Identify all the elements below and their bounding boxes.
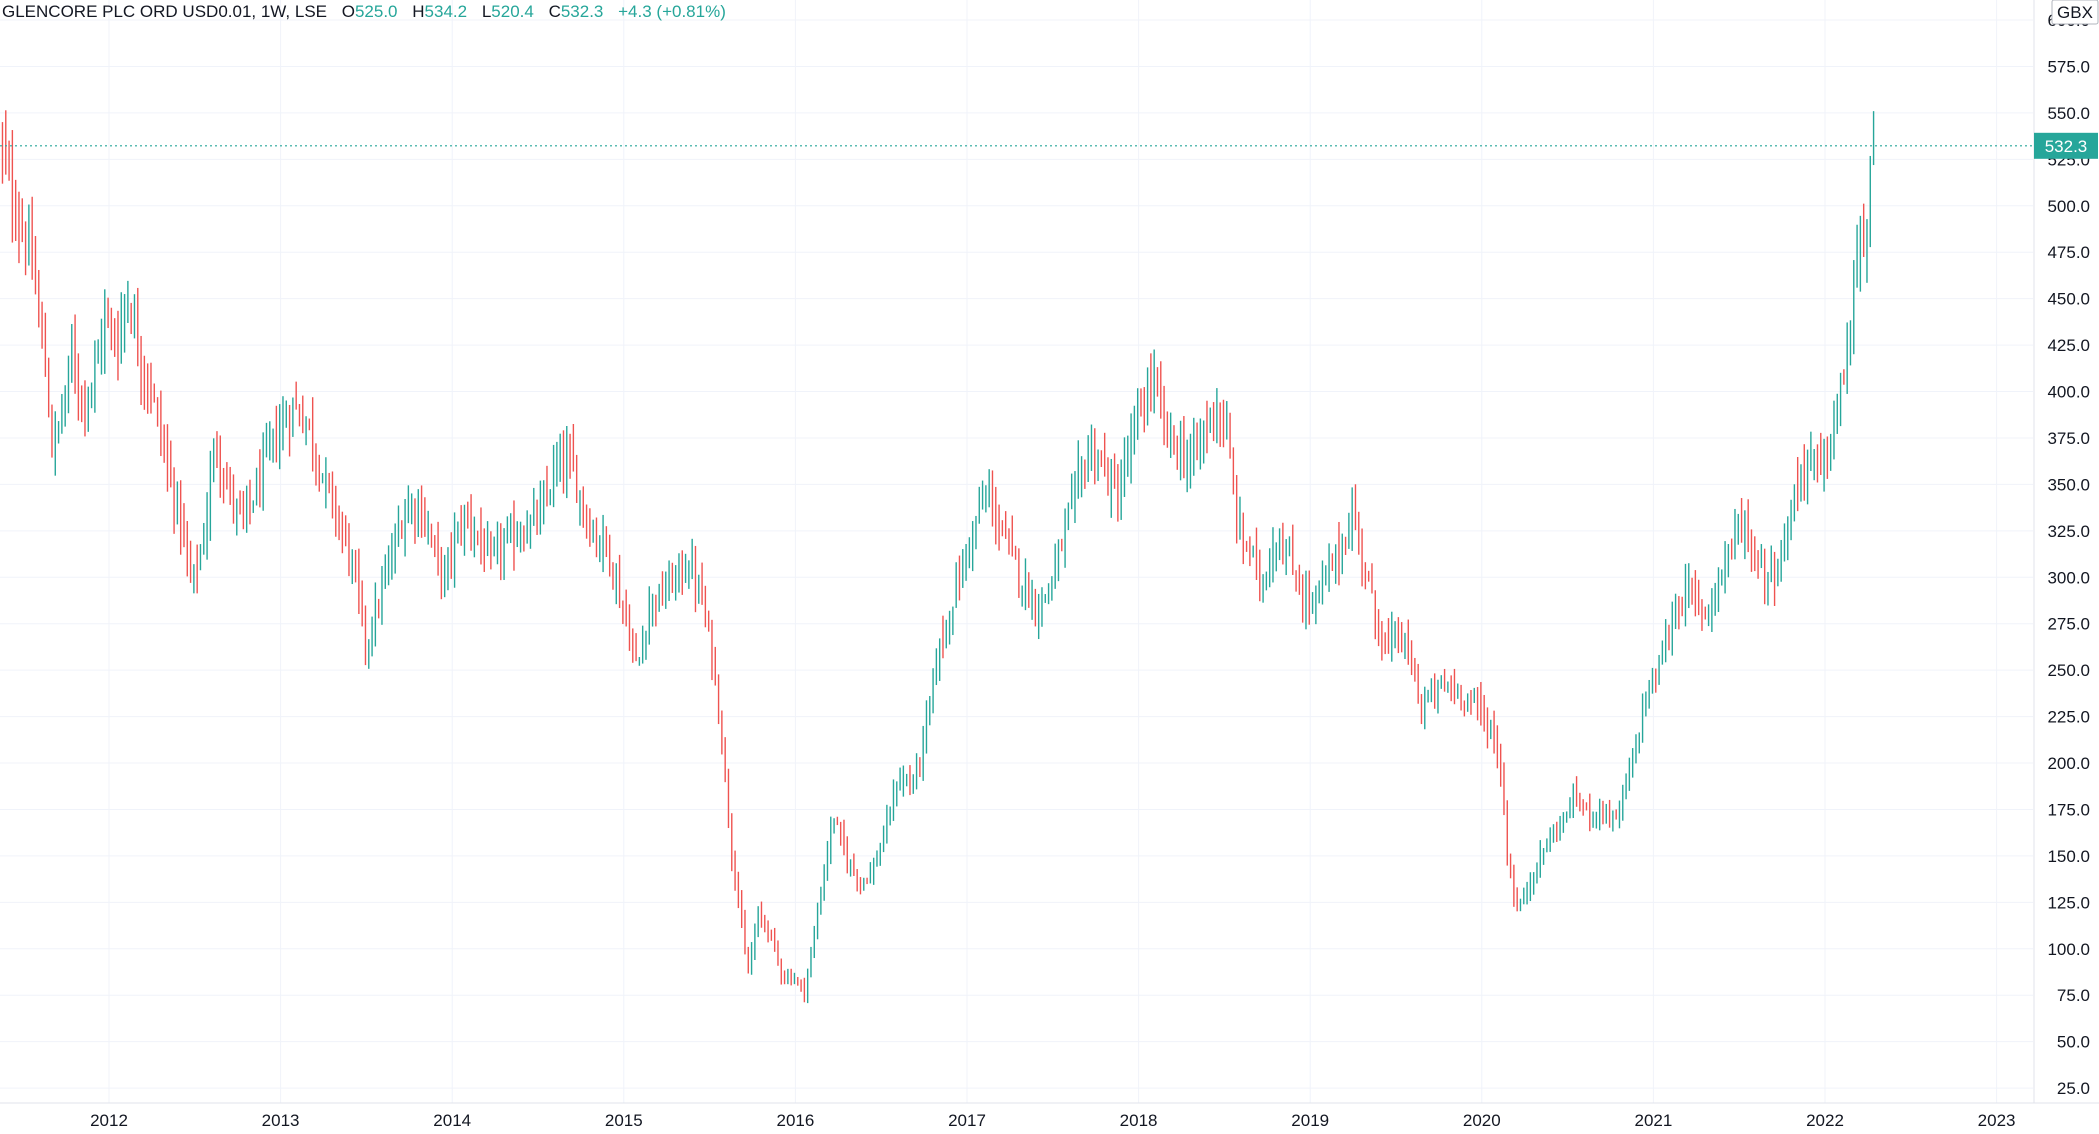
price-tick-label: 200.0 bbox=[2047, 754, 2090, 773]
high-key: H bbox=[412, 2, 425, 21]
price-tick-label: 175.0 bbox=[2047, 800, 2090, 819]
price-tick-label: 100.0 bbox=[2047, 940, 2090, 959]
price-tick-label: 325.0 bbox=[2047, 522, 2090, 541]
price-axis[interactable]: 25.0 50.0 75.0 100.0 125.0 150.0 175.0 200.0 225… bbox=[2047, 11, 2090, 1098]
high-value: 534.2 bbox=[424, 2, 468, 21]
close-key: C bbox=[548, 2, 561, 21]
horizontal-gridlines bbox=[0, 19, 2033, 1089]
price-tick-label: 25.0 bbox=[2057, 1079, 2090, 1098]
time-tick-label: 2016 bbox=[776, 1111, 814, 1130]
close-value: 532.3 bbox=[560, 2, 604, 21]
time-tick-label: 2023 bbox=[1978, 1111, 2016, 1130]
price-tick-label: 550.0 bbox=[2047, 104, 2090, 123]
time-tick-label: 2015 bbox=[605, 1111, 643, 1130]
time-tick-label: 2022 bbox=[1806, 1111, 1844, 1130]
symbol-title[interactable]: GLENCORE PLC ORD USD0.01, 1W, LSE bbox=[2, 2, 327, 21]
time-tick-label: 2020 bbox=[1463, 1111, 1501, 1130]
time-tick-label: 2021 bbox=[1634, 1111, 1672, 1130]
time-tick-label: 2018 bbox=[1120, 1111, 1158, 1130]
price-tick-label: 150.0 bbox=[2047, 847, 2090, 866]
price-tick-label: 350.0 bbox=[2047, 475, 2090, 494]
low-key: L bbox=[481, 2, 492, 21]
time-tick-label: 2014 bbox=[433, 1111, 471, 1130]
open-value: 525.0 bbox=[354, 2, 398, 21]
price-tick-label: 250.0 bbox=[2047, 661, 2090, 680]
price-tick-label: 450.0 bbox=[2047, 290, 2090, 309]
currency-label: GBX bbox=[2057, 3, 2093, 22]
last-price-value: 532.3 bbox=[2045, 137, 2088, 156]
price-tick-label: 50.0 bbox=[2057, 1033, 2090, 1052]
price-tick-label: 575.0 bbox=[2047, 57, 2090, 76]
open-key: O bbox=[341, 2, 355, 21]
price-tick-label: 225.0 bbox=[2047, 708, 2090, 727]
price-tick-label: 500.0 bbox=[2047, 197, 2090, 216]
low-value: 520.4 bbox=[491, 2, 534, 21]
time-tick-label: 2013 bbox=[262, 1111, 300, 1130]
currency-badge[interactable]: GBX bbox=[2051, 0, 2099, 25]
price-tick-label: 425.0 bbox=[2047, 336, 2090, 355]
time-tick-label: 2017 bbox=[948, 1111, 986, 1130]
symbol-legend: GLENCORE PLC ORD USD0.01, 1W, LSE O525.0… bbox=[2, 1, 726, 23]
price-tick-label: 75.0 bbox=[2057, 986, 2090, 1005]
last-price-badge: 532.3 bbox=[2034, 132, 2098, 159]
ohlc-bars bbox=[1, 110, 1875, 1004]
price-tick-label: 375.0 bbox=[2047, 429, 2090, 448]
price-tick-label: 400.0 bbox=[2047, 383, 2090, 402]
time-tick-label: 2012 bbox=[90, 1111, 128, 1130]
vertical-gridlines bbox=[108, 0, 1998, 1103]
price-tick-label: 125.0 bbox=[2047, 893, 2090, 912]
time-axis[interactable]: 2012 2013 2014 2015 2016 2017 2018 2019 2020 2021… bbox=[90, 1111, 2015, 1130]
time-tick-label: 2019 bbox=[1291, 1111, 1329, 1130]
change-value: +4.3 (+0.81%) bbox=[618, 2, 726, 21]
price-tick-label: 300.0 bbox=[2047, 568, 2090, 587]
price-tick-label: 475.0 bbox=[2047, 243, 2090, 262]
price-tick-label: 275.0 bbox=[2047, 615, 2090, 634]
